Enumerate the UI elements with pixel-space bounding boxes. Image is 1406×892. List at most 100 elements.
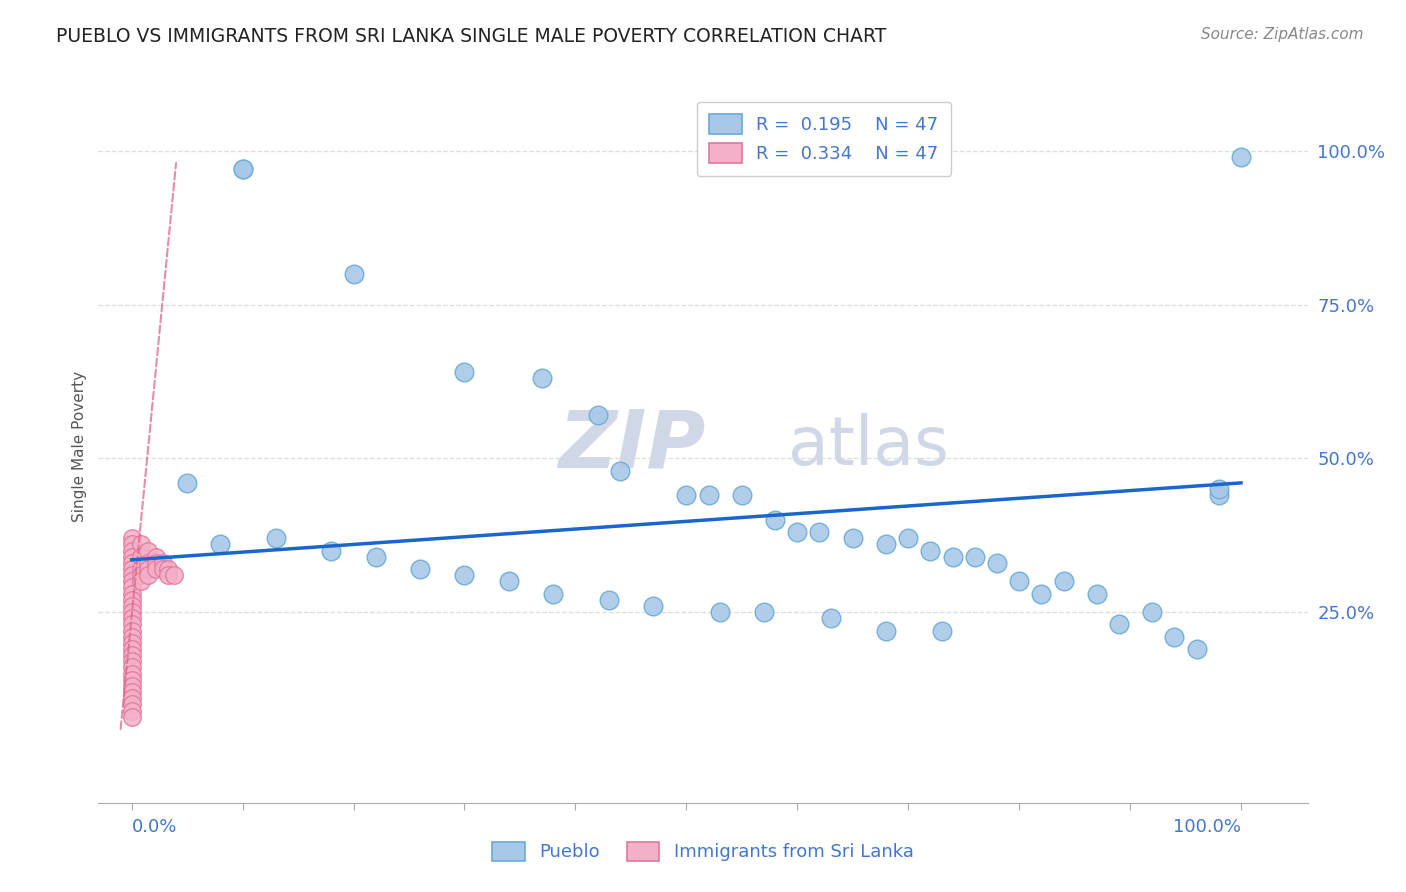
Point	[942, 549, 965, 564]
Point	[121, 624, 143, 638]
Point	[121, 574, 143, 589]
Point	[409, 562, 432, 576]
Point	[1008, 574, 1031, 589]
Point	[498, 574, 520, 589]
Point	[138, 543, 160, 558]
Point	[157, 562, 180, 576]
Point	[121, 617, 143, 632]
Point	[121, 685, 143, 699]
Text: PUEBLO VS IMMIGRANTS FROM SRI LANKA SINGLE MALE POVERTY CORRELATION CHART: PUEBLO VS IMMIGRANTS FROM SRI LANKA SING…	[56, 27, 887, 45]
Point	[121, 642, 143, 657]
Point	[121, 549, 143, 564]
Point	[541, 587, 564, 601]
Legend: Pueblo, Immigrants from Sri Lanka: Pueblo, Immigrants from Sri Lanka	[481, 830, 925, 872]
Point	[1052, 574, 1074, 589]
Point	[138, 568, 160, 582]
Point	[121, 537, 143, 551]
Point	[875, 537, 897, 551]
Point	[731, 488, 754, 502]
Point	[121, 704, 143, 718]
Point	[1085, 587, 1108, 601]
Point	[1163, 630, 1185, 644]
Point	[121, 630, 143, 644]
Point	[121, 568, 143, 582]
Point	[121, 666, 143, 681]
Point	[176, 475, 198, 490]
Point	[920, 543, 942, 558]
Point	[598, 592, 620, 607]
Point	[232, 162, 254, 177]
Point	[121, 698, 143, 712]
Point	[138, 562, 160, 576]
Point	[232, 162, 254, 177]
Point	[121, 581, 143, 595]
Text: Source: ZipAtlas.com: Source: ZipAtlas.com	[1201, 27, 1364, 42]
Point	[641, 599, 664, 613]
Point	[875, 624, 897, 638]
Point	[820, 611, 842, 625]
Point	[209, 537, 232, 551]
Point	[808, 525, 831, 540]
Text: atlas: atlas	[787, 413, 949, 479]
Point	[152, 556, 174, 570]
Point	[609, 464, 631, 478]
Point	[152, 562, 174, 576]
Point	[121, 691, 143, 706]
Text: 0.0%: 0.0%	[132, 818, 177, 836]
Point	[129, 549, 152, 564]
Point	[709, 605, 731, 619]
Text: 100.0%: 100.0%	[1173, 818, 1241, 836]
Point	[1108, 617, 1130, 632]
Point	[342, 267, 364, 281]
Point	[138, 556, 160, 570]
Point	[157, 568, 180, 582]
Point	[897, 531, 920, 545]
Point	[931, 624, 953, 638]
Point	[121, 709, 143, 723]
Point	[453, 568, 475, 582]
Point	[121, 654, 143, 668]
Point	[531, 371, 554, 385]
Point	[264, 531, 287, 545]
Point	[1208, 488, 1230, 502]
Point	[121, 660, 143, 674]
Point	[1230, 150, 1253, 164]
Point	[121, 636, 143, 650]
Point	[121, 611, 143, 625]
Point	[675, 488, 697, 502]
Point	[1031, 587, 1053, 601]
Point	[364, 549, 387, 564]
Point	[986, 556, 1008, 570]
Point	[129, 568, 152, 582]
Point	[121, 673, 143, 687]
Point	[121, 648, 143, 662]
Y-axis label: Single Male Poverty: Single Male Poverty	[72, 370, 87, 522]
Point	[963, 549, 986, 564]
Point	[752, 605, 775, 619]
Point	[121, 531, 143, 545]
Point	[121, 605, 143, 619]
Point	[121, 562, 143, 576]
Point	[1142, 605, 1164, 619]
Point	[1185, 642, 1208, 657]
Point	[786, 525, 808, 540]
Point	[697, 488, 720, 502]
Point	[121, 556, 143, 570]
Point	[129, 562, 152, 576]
Point	[121, 679, 143, 693]
Point	[129, 574, 152, 589]
Point	[842, 531, 865, 545]
Point	[453, 365, 475, 379]
Point	[163, 568, 186, 582]
Point	[121, 599, 143, 613]
Point	[145, 549, 167, 564]
Point	[145, 562, 167, 576]
Point	[763, 513, 786, 527]
Point	[121, 587, 143, 601]
Point	[129, 537, 152, 551]
Point	[586, 409, 609, 423]
Point	[145, 556, 167, 570]
Point	[321, 543, 343, 558]
Point	[1208, 482, 1230, 496]
Text: ZIP: ZIP	[558, 407, 706, 485]
